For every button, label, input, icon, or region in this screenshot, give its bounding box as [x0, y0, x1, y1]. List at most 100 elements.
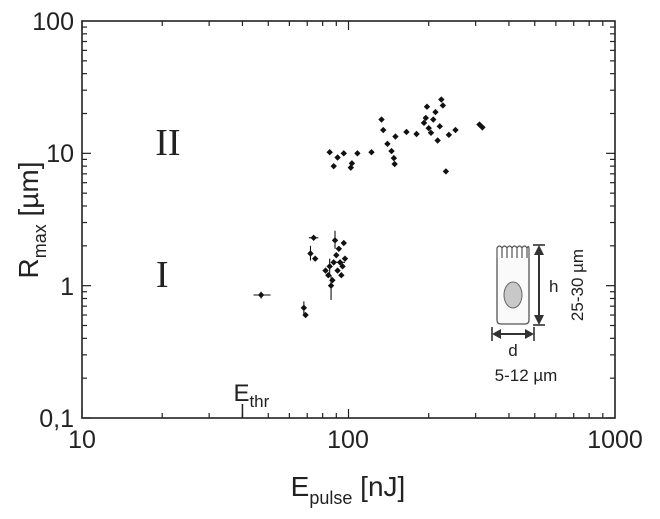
data-marker — [378, 116, 385, 123]
data-point — [423, 103, 431, 110]
data-point — [432, 108, 439, 116]
data-point — [391, 160, 398, 168]
data-marker — [438, 96, 445, 103]
y-tick-label-10: 10 — [46, 140, 74, 168]
data-point — [445, 131, 453, 139]
data-point — [331, 230, 339, 249]
data-marker — [348, 160, 356, 167]
data-marker — [425, 124, 432, 132]
data-marker — [368, 148, 375, 156]
data-marker — [341, 255, 349, 262]
data-marker — [423, 103, 431, 110]
data-point — [300, 301, 308, 316]
data-point — [326, 148, 333, 156]
data-marker — [422, 114, 429, 122]
data-marker — [442, 168, 450, 175]
data-marker — [436, 123, 443, 130]
data-marker — [384, 140, 391, 148]
x-tick-label-1000: 1000 — [587, 426, 643, 454]
data-marker — [432, 108, 439, 116]
data-marker — [335, 245, 343, 252]
region-label-ii: II — [155, 122, 180, 164]
data-point — [334, 267, 341, 274]
data-marker — [391, 160, 398, 168]
data-marker — [430, 116, 437, 123]
width-arrow-head-right — [525, 329, 534, 339]
data-point — [436, 123, 443, 130]
x-axis-title-main: E — [291, 471, 310, 502]
region-label-i: I — [156, 254, 169, 296]
axis-ticks — [81, 21, 615, 419]
data-marker — [326, 263, 333, 270]
data-point — [326, 258, 333, 276]
height-arrow-head-bottom — [534, 315, 544, 325]
data-point — [339, 263, 346, 270]
microvilli-icon — [496, 245, 530, 258]
data-point — [333, 251, 340, 259]
plot-frame — [81, 20, 616, 419]
x-axis-title-sub: pulse — [309, 488, 352, 508]
data-point — [308, 234, 319, 241]
data-marker — [322, 267, 329, 274]
data-point — [422, 114, 429, 122]
data-point — [340, 150, 347, 157]
data-marker — [434, 137, 441, 144]
data-point — [333, 259, 345, 266]
threshold-label-main: E — [233, 380, 249, 407]
data-marker — [445, 131, 453, 139]
data-point — [354, 150, 361, 157]
data-point — [425, 124, 432, 132]
data-marker — [354, 150, 361, 157]
data-marker — [330, 162, 337, 170]
y-axis-title: Rmax [µm] — [13, 161, 50, 278]
x-tick-label-100: 100 — [327, 426, 369, 454]
data-marker — [479, 124, 486, 131]
data-marker — [388, 147, 395, 155]
height-letter: h — [549, 277, 558, 296]
data-marker — [312, 255, 319, 262]
data-point — [420, 119, 428, 127]
threshold-label-sub: thr — [249, 392, 269, 411]
data-marker — [310, 234, 317, 241]
y-tick-label-1: 1 — [60, 273, 74, 301]
data-marker — [326, 148, 333, 156]
x-axis-title-unit: [nJ] — [352, 471, 405, 502]
data-point — [452, 126, 459, 134]
data-marker — [334, 267, 341, 274]
data-point — [312, 255, 319, 262]
data-point — [322, 267, 329, 274]
data-marker — [427, 129, 435, 136]
data-point — [340, 239, 347, 247]
y-axis-title-main: R — [13, 258, 44, 278]
data-marker — [329, 276, 336, 284]
height-arrow-head-top — [534, 245, 544, 255]
width-arrow-head-left — [492, 329, 501, 339]
data-point — [434, 137, 441, 144]
data-point — [384, 140, 391, 148]
data-point — [438, 96, 445, 103]
data-marker — [340, 150, 347, 157]
data-point — [403, 128, 410, 136]
data-marker — [339, 263, 346, 270]
data-marker — [338, 271, 345, 279]
data-marker — [403, 128, 410, 136]
data-marker — [392, 133, 399, 140]
width-letter: d — [508, 341, 517, 360]
data-points — [253, 96, 486, 319]
data-point — [253, 291, 271, 299]
data-point — [341, 255, 349, 262]
data-marker — [302, 311, 309, 319]
data-marker — [334, 154, 341, 161]
data-marker — [452, 126, 459, 134]
data-marker — [307, 250, 314, 257]
data-point — [307, 245, 314, 261]
data-point — [329, 276, 336, 284]
x-axis-title: Epulse [nJ] — [291, 471, 406, 508]
data-marker — [331, 237, 339, 244]
data-point — [380, 126, 387, 134]
height-value: 25-30 µm — [568, 249, 587, 321]
data-point — [392, 133, 399, 140]
data-point — [335, 245, 343, 252]
data-point — [479, 124, 486, 131]
